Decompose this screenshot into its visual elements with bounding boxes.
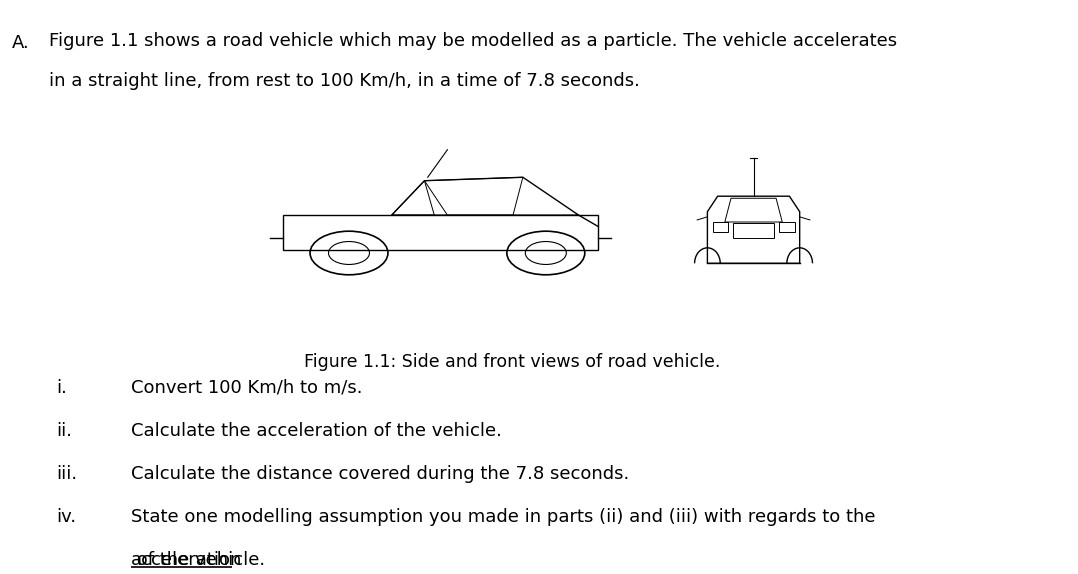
Text: iv.: iv. (56, 508, 77, 526)
Bar (779, 222, 794, 232)
Bar (733, 223, 774, 238)
Text: State one modelling assumption you made in parts (ii) and (iii) with regards to : State one modelling assumption you made … (132, 508, 875, 526)
Text: Convert 100 Km/h to m/s.: Convert 100 Km/h to m/s. (132, 379, 362, 397)
Text: i.: i. (56, 379, 67, 397)
Text: ii.: ii. (56, 422, 72, 440)
Text: of the vehicle.: of the vehicle. (132, 550, 265, 569)
Text: Calculate the acceleration of the vehicle.: Calculate the acceleration of the vehicl… (132, 422, 502, 440)
Bar (713, 222, 728, 232)
Text: Figure 1.1: Side and front views of road vehicle.: Figure 1.1: Side and front views of road… (304, 353, 721, 371)
Text: iii.: iii. (56, 465, 78, 483)
Text: A.: A. (12, 34, 30, 52)
Text: Figure 1.1 shows a road vehicle which may be modelled as a particle. The vehicle: Figure 1.1 shows a road vehicle which ma… (50, 32, 897, 49)
Text: Calculate the distance covered during the 7.8 seconds.: Calculate the distance covered during th… (132, 465, 630, 483)
Text: acceleration: acceleration (132, 550, 243, 569)
Text: in a straight line, from rest to 100 Km/h, in a time of 7.8 seconds.: in a straight line, from rest to 100 Km/… (50, 72, 640, 90)
